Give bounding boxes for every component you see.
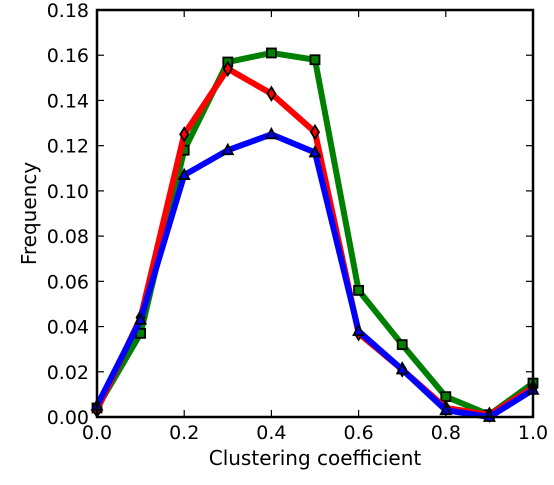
data-point-diamond [266, 85, 277, 102]
y-tick-label: 0.16 [47, 45, 89, 67]
series-square [91, 47, 539, 421]
data-point-diamond [222, 60, 233, 78]
data-point-square [396, 339, 408, 351]
series-layer [90, 47, 540, 423]
data-point-triangle [177, 167, 191, 180]
data-point-triangle [134, 312, 148, 325]
data-point-square [309, 54, 321, 66]
data-point-square [353, 284, 365, 296]
y-tick-label: 0.12 [47, 136, 89, 158]
data-point-square [265, 47, 277, 59]
data-point-triangle [395, 362, 409, 375]
series-line [94, 131, 536, 420]
data-point-triangle [221, 142, 235, 156]
x-tick-label: 0.2 [169, 422, 199, 444]
plot-frame [95, 8, 535, 419]
data-point-triangle [352, 323, 366, 336]
x-tick-label: 1.0 [518, 422, 548, 444]
x-tick-label: 0.4 [256, 422, 286, 444]
y-tick-label: 0.10 [47, 181, 89, 203]
y-tick-label: 0.06 [47, 271, 89, 293]
y-tick-label: 0.04 [47, 317, 89, 339]
x-tick-label: 0.0 [82, 422, 112, 444]
y-tick-label: 0.02 [47, 362, 89, 384]
data-point-diamond [179, 126, 190, 143]
series-triangle [90, 126, 540, 422]
data-point-triangle [308, 145, 322, 158]
y-axis-label: Frequency [17, 162, 41, 265]
series-diamond [91, 60, 539, 423]
x-tick-label: 0.8 [431, 422, 461, 444]
x-tick-label: 0.6 [343, 422, 373, 444]
y-tick-label: 0.14 [47, 90, 89, 112]
y-tick-label: 0.18 [47, 0, 89, 22]
ticks-layer: 0.0 0.2 0.4 0.6 0.8 1.0 0.00 0.02 0.04 0.06 0.08 0.… [47, 0, 548, 444]
data-point-triangle [264, 126, 278, 140]
y-tick-label: 0.08 [47, 226, 89, 248]
x-axis-label: Clustering coefficient [209, 446, 422, 470]
y-tick-label: 0.00 [47, 407, 89, 429]
data-point-diamond [309, 123, 321, 141]
